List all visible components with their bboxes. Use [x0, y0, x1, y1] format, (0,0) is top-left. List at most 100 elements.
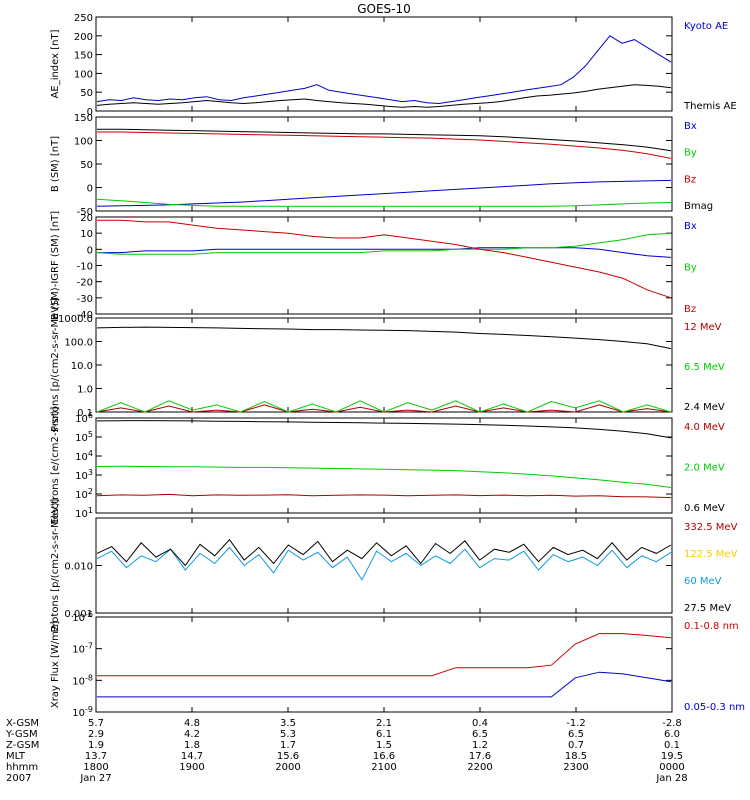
y-tick-label: 10.0	[71, 361, 93, 372]
y-tick-label: 20	[80, 213, 93, 224]
legend-entry: 27.5 MeV	[684, 603, 731, 614]
series-line	[96, 35, 672, 105]
legend-entry: By	[684, 148, 697, 159]
panel-2: -50 0 50 100 150 B (SM) [nT] Bx By Bz Bmag	[50, 113, 713, 218]
x-row-label: Y-GSM	[5, 729, 38, 740]
legend-entry: Bx	[684, 221, 697, 232]
x-row-value: 17.6	[469, 751, 491, 762]
x-row-value: 3.5	[280, 718, 296, 729]
x-row-label: hhmm	[6, 762, 38, 773]
x-row-value: 1.2	[472, 740, 488, 751]
y-tick-label: -50	[77, 207, 93, 218]
x-row-value: 6.0	[664, 729, 680, 740]
series-line	[96, 84, 672, 108]
figure-title: GOES-10	[357, 2, 411, 16]
y-tick-label: 106	[75, 411, 93, 425]
panel-1: 0 50 100 150 200 250 AE_index [nT] Kyoto AE Them…	[50, 13, 737, 118]
legend-entry: By	[684, 263, 697, 274]
series-line	[97, 128, 672, 152]
series-line	[97, 247, 672, 258]
series-line	[96, 326, 672, 350]
y-tick-label: 1.0	[77, 385, 93, 396]
y-tick-label: 0.010	[64, 562, 93, 573]
panel-7: 10-9 10-8 10-7 10-6 Xray Flux [W/m2] 0.1-0.8 …	[50, 610, 745, 719]
x-row-value: 0.7	[568, 740, 584, 751]
legend-entry: 2.0 MeV	[684, 463, 725, 474]
x-row-value: 6.1	[376, 729, 392, 740]
y-tick-label: 100	[74, 69, 93, 80]
panel-5: 101 102 103 104 105 106 Electrons [e/(cm2-s-sr…	[50, 406, 725, 524]
legend-entry: 4.0 MeV	[684, 422, 725, 433]
legend-entry: 60 MeV	[684, 576, 722, 587]
x-row-value: 2100	[371, 762, 396, 773]
x-row-value: 1.9	[88, 740, 104, 751]
panel-frame	[95, 417, 673, 514]
y-axis-label: B (SM) [nT]	[50, 136, 61, 192]
x-row-value: Jan 28	[655, 773, 687, 784]
x-row-value: 1.7	[280, 740, 296, 751]
y-tick-label: 103	[75, 468, 93, 482]
y-tick-label: 1000.0	[58, 314, 93, 325]
legend-entry: 6.5 MeV	[684, 362, 725, 373]
legend-entry: Themis AE	[683, 101, 737, 112]
y-tick-label: -20	[77, 278, 93, 289]
series-line	[96, 538, 672, 567]
panel-frame	[95, 616, 673, 713]
y-tick-label: -10	[77, 262, 93, 273]
x-row-label: X-GSM	[6, 718, 39, 729]
y-tick-label: 10-6	[72, 610, 93, 624]
y-tick-label: 100.0	[64, 338, 93, 349]
y-axis-label: Electrons [e/(cm2-s-sr)]	[50, 406, 61, 524]
y-tick-label: 10-9	[72, 705, 93, 719]
legend-entry: Kyoto AE	[684, 21, 728, 32]
series-line	[96, 465, 672, 488]
y-tick-label: 0	[87, 107, 93, 118]
x-row-value: 4.8	[184, 718, 200, 729]
y-tick-label: 10-8	[72, 673, 93, 687]
legend-entry: 2.4 MeV	[684, 402, 725, 413]
x-row-value: 1.5	[376, 740, 392, 751]
y-tick-label: -40	[77, 310, 93, 321]
series-line	[96, 198, 672, 207]
y-tick-label: 0.1	[77, 408, 93, 419]
y-tick-label: 150	[74, 113, 93, 124]
x-row-value: 1.8	[184, 740, 200, 751]
x-row-value: 0.4	[472, 718, 488, 729]
legend-entry: Bz	[684, 304, 696, 315]
y-tick-label: -30	[77, 294, 93, 305]
legend-entry: Bz	[684, 174, 696, 185]
x-row-value: 4.2	[184, 729, 200, 740]
y-tick-label: 50	[80, 160, 93, 171]
legend-entry: Bx	[684, 121, 697, 132]
series-line	[96, 493, 672, 499]
legend-entry: Bmag	[684, 201, 713, 212]
x-row-label: Z-GSM	[6, 740, 39, 751]
y-axis-label: B (SM)-IGRF (SM) [nT]	[50, 211, 61, 320]
y-tick-label: 50	[80, 88, 93, 99]
legend-entry: 12 MeV	[684, 322, 722, 333]
y-tick-label: 0.001	[64, 609, 93, 620]
x-row-value: 2.1	[376, 718, 392, 729]
panel-frame	[95, 216, 673, 315]
x-row-value: 6.5	[472, 729, 488, 740]
x-row-value: 14.7	[181, 751, 203, 762]
x-row-label: 2007	[6, 773, 31, 784]
y-axis-label: Protons [p/(cm2-s-sr-MeV)]	[50, 498, 61, 632]
y-tick-label: 250	[74, 13, 93, 24]
legend-entry: 0.1-0.8 nm	[684, 621, 739, 632]
x-row-value: -2.8	[662, 718, 682, 729]
y-tick-label: 10-7	[72, 642, 93, 656]
y-axis-label: Protons [p/(cm2-s-sr-MeV)]	[50, 298, 61, 432]
y-tick-label: 105	[75, 430, 93, 444]
x-row-value: -1.2	[566, 718, 586, 729]
legend-entry: 332.5 MeV	[684, 522, 738, 533]
series-line	[96, 420, 672, 439]
series-line	[96, 179, 672, 207]
x-row-value: 5.7	[88, 718, 104, 729]
x-row-value: 2000	[275, 762, 300, 773]
x-row-value: 0000	[659, 762, 684, 773]
